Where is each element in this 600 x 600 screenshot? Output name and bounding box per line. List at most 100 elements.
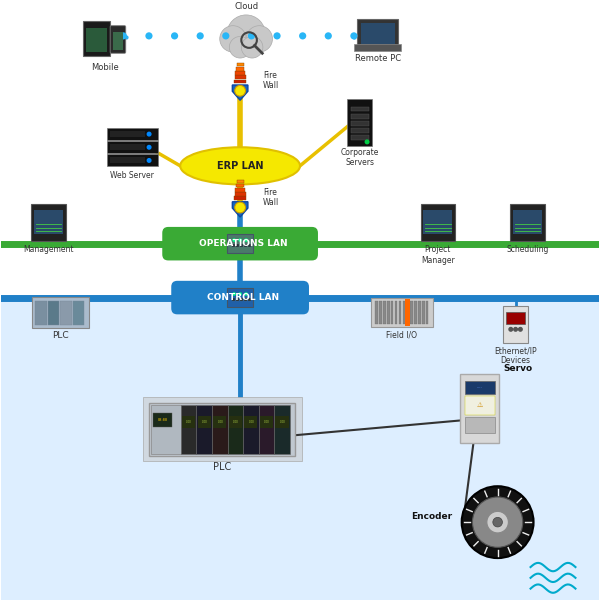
FancyBboxPatch shape: [358, 19, 398, 47]
Bar: [1, 301, 599, 600]
FancyBboxPatch shape: [244, 416, 257, 428]
Bar: [418, 301, 421, 323]
Bar: [236, 184, 244, 187]
Text: Encoder: Encoder: [412, 512, 453, 521]
Bar: [387, 301, 389, 323]
Text: OPERATIONS LAN: OPERATIONS LAN: [199, 239, 287, 248]
Text: Cloud: Cloud: [234, 2, 258, 11]
Bar: [234, 80, 246, 83]
Bar: [236, 244, 239, 247]
FancyBboxPatch shape: [464, 417, 494, 433]
FancyBboxPatch shape: [182, 416, 195, 428]
Text: 0.00: 0.00: [233, 420, 239, 424]
FancyBboxPatch shape: [83, 21, 110, 56]
FancyBboxPatch shape: [110, 26, 126, 53]
FancyBboxPatch shape: [107, 128, 158, 140]
Circle shape: [245, 239, 247, 241]
FancyBboxPatch shape: [107, 154, 158, 166]
FancyBboxPatch shape: [259, 405, 274, 454]
Circle shape: [171, 32, 178, 40]
Bar: [236, 63, 244, 67]
Bar: [395, 301, 397, 323]
FancyBboxPatch shape: [197, 416, 211, 428]
Text: Management: Management: [23, 245, 74, 254]
Bar: [236, 67, 244, 71]
Circle shape: [147, 132, 151, 136]
Text: Ethernet/IP
Devices: Ethernet/IP Devices: [494, 346, 537, 365]
Bar: [61, 301, 72, 325]
Circle shape: [120, 32, 127, 40]
Circle shape: [509, 328, 512, 331]
Circle shape: [274, 32, 281, 40]
Circle shape: [235, 85, 245, 96]
FancyBboxPatch shape: [151, 405, 181, 454]
FancyBboxPatch shape: [421, 204, 455, 241]
Circle shape: [197, 32, 204, 40]
Text: Remote PC: Remote PC: [355, 54, 401, 63]
Circle shape: [229, 37, 251, 58]
Circle shape: [233, 293, 235, 295]
FancyBboxPatch shape: [503, 306, 528, 343]
FancyBboxPatch shape: [260, 416, 273, 428]
Bar: [399, 301, 401, 323]
FancyBboxPatch shape: [149, 403, 295, 456]
FancyBboxPatch shape: [227, 234, 253, 253]
FancyBboxPatch shape: [162, 227, 318, 260]
FancyBboxPatch shape: [143, 397, 302, 461]
FancyBboxPatch shape: [511, 204, 545, 241]
FancyBboxPatch shape: [371, 298, 433, 327]
Bar: [403, 301, 405, 323]
Text: ----: ----: [476, 385, 482, 389]
FancyBboxPatch shape: [113, 32, 123, 50]
Text: Project
Manager: Project Manager: [421, 245, 455, 265]
FancyBboxPatch shape: [274, 405, 290, 454]
FancyBboxPatch shape: [181, 405, 196, 454]
Circle shape: [227, 15, 265, 53]
Circle shape: [365, 140, 369, 143]
FancyBboxPatch shape: [107, 141, 158, 153]
FancyBboxPatch shape: [213, 416, 226, 428]
Text: 0.00: 0.00: [217, 420, 223, 424]
Polygon shape: [232, 202, 248, 217]
Circle shape: [241, 37, 263, 58]
Text: Mobile: Mobile: [91, 64, 119, 73]
Circle shape: [147, 145, 151, 149]
Bar: [48, 301, 59, 325]
FancyBboxPatch shape: [460, 374, 499, 443]
Text: 0.00: 0.00: [187, 420, 192, 424]
Bar: [234, 196, 246, 200]
Text: Field I/O: Field I/O: [386, 331, 418, 340]
Bar: [240, 244, 243, 247]
Bar: [235, 76, 245, 79]
Circle shape: [248, 32, 255, 40]
FancyBboxPatch shape: [506, 312, 525, 324]
Text: Fire
Wall: Fire Wall: [263, 71, 279, 91]
Circle shape: [235, 202, 245, 213]
Bar: [376, 301, 378, 323]
Text: 0.00: 0.00: [280, 420, 286, 424]
Bar: [410, 301, 413, 323]
Text: ⚠: ⚠: [476, 403, 483, 409]
FancyBboxPatch shape: [227, 405, 243, 454]
Circle shape: [514, 328, 517, 331]
Bar: [351, 128, 369, 133]
FancyBboxPatch shape: [464, 396, 494, 415]
Circle shape: [487, 511, 508, 533]
Circle shape: [493, 517, 502, 527]
FancyBboxPatch shape: [355, 44, 401, 51]
Bar: [405, 299, 410, 326]
Bar: [235, 188, 245, 191]
Bar: [351, 107, 369, 112]
FancyBboxPatch shape: [464, 381, 494, 394]
Polygon shape: [232, 85, 248, 100]
FancyBboxPatch shape: [275, 416, 289, 428]
Bar: [110, 131, 145, 137]
Text: CONTROL LAN: CONTROL LAN: [207, 293, 279, 302]
Circle shape: [147, 158, 151, 162]
Bar: [110, 144, 145, 150]
Bar: [248, 244, 251, 247]
Text: Servo: Servo: [503, 364, 533, 373]
Circle shape: [472, 497, 523, 547]
Bar: [240, 298, 243, 301]
Text: 0.00: 0.00: [202, 420, 208, 424]
